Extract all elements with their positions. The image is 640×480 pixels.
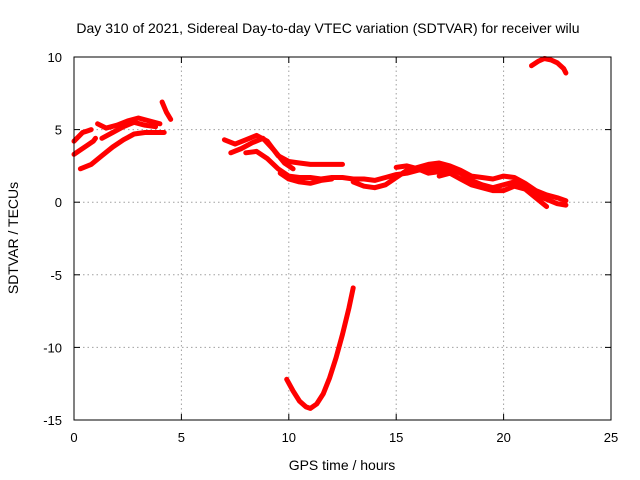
y-tick-label: -10 (43, 340, 62, 355)
series-segment-1a (71, 127, 94, 144)
series-segment-2d (277, 170, 335, 186)
x-axis-label: GPS time / hours (289, 457, 396, 473)
series-segment-2f (393, 163, 569, 208)
y-tick-label: 5 (55, 123, 62, 138)
x-tick-label: 25 (604, 430, 618, 445)
x-tick-label: 10 (282, 430, 296, 445)
data-series (71, 56, 569, 411)
series-segment-1f (159, 99, 174, 122)
x-tick-label: 20 (496, 430, 510, 445)
series-segment-2e (350, 160, 569, 204)
y-tick-label: -15 (43, 413, 62, 428)
x-tick-label: 5 (178, 430, 185, 445)
series-segment-1d (95, 115, 163, 131)
series-segment-2g (436, 170, 550, 210)
series-segment-1c (77, 130, 167, 172)
series-segment-1e (99, 119, 159, 141)
series-segment-2b (228, 135, 296, 172)
grid (74, 57, 611, 420)
chart-title: Day 310 of 2021, Sidereal Day-to-day VTE… (76, 20, 579, 36)
y-tick-label: 0 (55, 195, 62, 210)
series-segment-4 (529, 56, 569, 76)
x-tick-label: 0 (70, 430, 77, 445)
series-segment-3 (284, 285, 356, 411)
plot-border (73, 56, 612, 421)
y-tick-label: -5 (50, 268, 62, 283)
axis-ticks: 0 5 10 15 20 25 -15 -10 -5 0 5 10 (43, 50, 618, 445)
series-segment-1b (71, 135, 98, 157)
y-tick-label: 10 (48, 50, 62, 65)
x-tick-label: 15 (389, 430, 403, 445)
y-axis-label: SDTVAR / TECUs (5, 182, 21, 294)
